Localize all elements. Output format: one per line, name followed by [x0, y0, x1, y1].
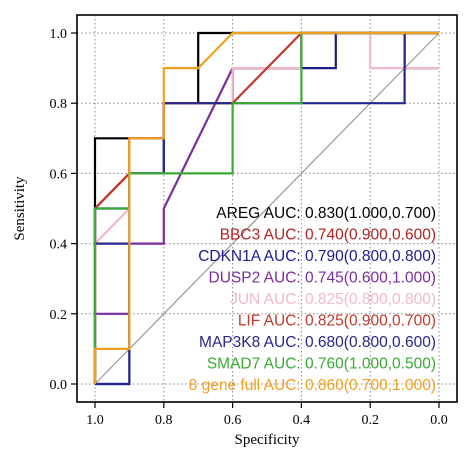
- x-tick-label-5: 0.0: [430, 413, 448, 428]
- y-tick-label-1: 0.2: [50, 308, 68, 323]
- y-axis-title: Sensitivity: [12, 176, 28, 241]
- reference-diagonal: [94, 32, 440, 385]
- x-tick-label-2: 0.6: [224, 413, 242, 428]
- legend-entry-8: 8 gene full AUC: 0.860(0.700,1.000): [189, 377, 436, 394]
- x-axis-ticks: 1.0 0.8 0.6 0.4 0.2 0.0: [86, 402, 448, 428]
- legend: AREG AUC: 0.830(1.000,0.700) BBC3 AUC: 0.…: [189, 205, 436, 394]
- y-axis-ticks: 0.0 0.2 0.4 0.6 0.8 1.0: [50, 27, 77, 393]
- y-tick-label-2: 0.4: [50, 238, 68, 253]
- roc-curve-smad7: [93, 31, 439, 384]
- x-axis-title: Specificity: [235, 432, 300, 448]
- x-tick-label-4: 0.2: [361, 413, 379, 428]
- legend-entry-3: DUSP2 AUC: 0.745(0.600,1.000): [209, 270, 436, 287]
- legend-entry-2: CDKN1A AUC: 0.790(0.800,0.800): [198, 248, 436, 265]
- legend-entry-5: LIF AUC: 0.825(0.900,0.700): [238, 313, 436, 330]
- y-tick-label-0: 0.0: [50, 378, 68, 393]
- y-tick-label-3: 0.6: [50, 167, 68, 182]
- legend-entry-7: SMAD7 AUC: 0.760(1.000,0.500): [207, 356, 436, 373]
- x-tick-label-3: 0.4: [293, 413, 311, 428]
- x-tick-label-0: 1.0: [86, 413, 104, 428]
- plot-frame: [76, 14, 458, 403]
- roc-series-group: [93, 31, 439, 386]
- legend-entry-0: AREG AUC: 0.830(1.000,0.700): [216, 205, 436, 222]
- roc-curve-8-gene-full: [93, 31, 439, 384]
- y-tick-label-5: 1.0: [50, 27, 68, 42]
- legend-entry-6: MAP3K8 AUC: 0.680(0.800,0.600): [199, 334, 436, 351]
- legend-entry-4: JUN AUC: 0.825(0.800,0.800): [230, 291, 436, 308]
- y-tick-label-4: 0.8: [50, 97, 68, 112]
- x-tick-label-1: 0.8: [155, 413, 173, 428]
- legend-entry-1: BBC3 AUC: 0.740(0.900,0.600): [220, 227, 436, 244]
